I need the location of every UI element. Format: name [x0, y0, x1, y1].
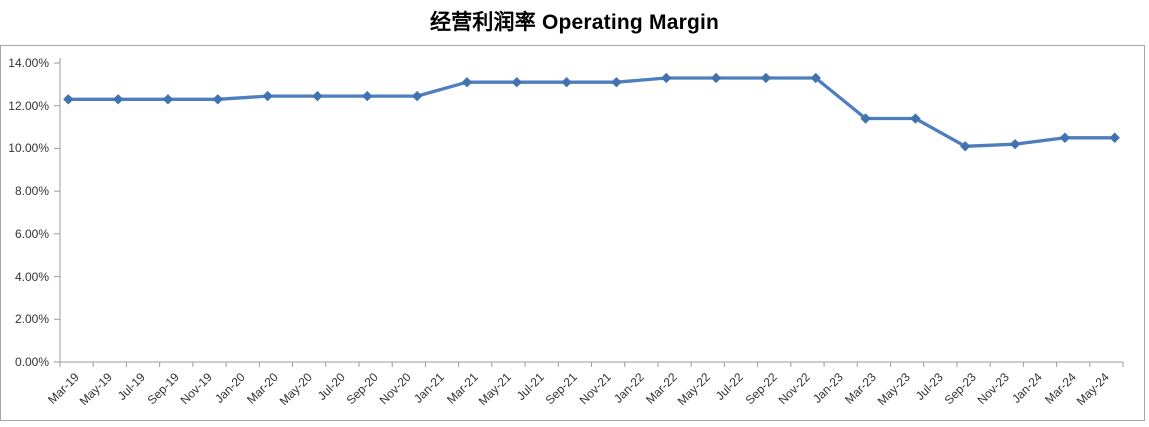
y-axis-label: 10.00%	[8, 141, 49, 156]
data-point-marker	[760, 72, 772, 84]
data-point-marker	[112, 94, 124, 105]
y-axis-label: 12.00%	[8, 98, 49, 113]
series-line	[66, 76, 1117, 148]
y-axis-label: 4.00%	[14, 269, 49, 284]
data-point-marker	[661, 72, 672, 84]
y-axis-label: 8.00%	[14, 184, 49, 199]
y-axis-label: 6.00%	[14, 226, 49, 241]
y-axis-label: 0.00%	[14, 355, 49, 369]
data-point-marker	[910, 113, 921, 124]
data-point-marker	[1109, 132, 1120, 143]
data-point-marker	[511, 77, 522, 88]
data-point-marker	[162, 94, 174, 105]
data-point-marker	[63, 94, 74, 105]
data-point-marker	[611, 77, 622, 88]
y-axis-label: 2.00%	[14, 312, 49, 327]
data-point-marker	[312, 90, 323, 102]
data-point-marker	[362, 90, 373, 102]
data-point-marker	[710, 72, 722, 84]
data-point-marker	[411, 90, 423, 102]
data-point-marker	[960, 141, 971, 152]
chart-title: 经营利润率 Operating Margin	[429, 11, 720, 34]
data-point-marker	[561, 77, 572, 88]
data-point-marker	[212, 94, 223, 105]
data-point-marker	[1009, 138, 1021, 150]
chart-border	[0, 45, 1145, 421]
y-axis-label: 14.00%	[8, 56, 49, 70]
data-point-marker	[810, 72, 821, 84]
data-point-marker	[860, 113, 871, 124]
data-point-marker	[262, 90, 273, 102]
data-point-marker	[1059, 132, 1071, 143]
data-point-marker	[461, 77, 473, 88]
